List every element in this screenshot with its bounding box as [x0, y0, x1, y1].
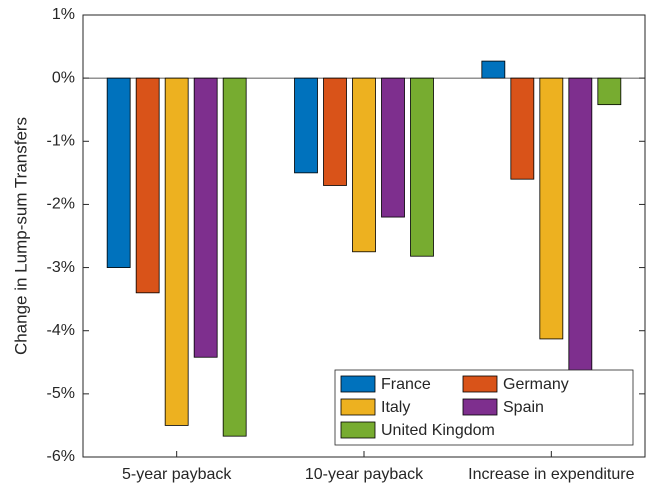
y-tick-label: -5% [47, 385, 75, 402]
y-tick-label: -6% [47, 448, 75, 465]
bar [164, 77, 189, 426]
legend-swatch [462, 375, 498, 393]
legend-swatch [340, 375, 376, 393]
axes-box [82, 14, 646, 458]
bar [193, 77, 218, 358]
legend-label: United Kingdom [381, 422, 495, 439]
bar [410, 77, 434, 257]
y-tick-label: -4% [47, 322, 75, 339]
y-tick-label: 1% [52, 6, 75, 23]
bar [135, 77, 160, 294]
y-tick-label: -1% [47, 133, 75, 150]
bar [539, 77, 564, 340]
legend-swatch [462, 398, 498, 416]
x-tick-label: Increase in expenditure [468, 466, 634, 483]
y-tick-label: 0% [52, 69, 75, 86]
x-tick-label: 5-year payback [122, 466, 232, 483]
y-tick-label: -3% [47, 259, 75, 276]
x-tick-label: 10-year payback [305, 466, 424, 483]
bar [222, 77, 247, 437]
bar [510, 77, 535, 180]
legend-swatch [340, 398, 376, 416]
legend-label: Germany [503, 376, 569, 393]
bar [323, 77, 347, 186]
y-axis-label: Change in Lump-sum Transfers [11, 117, 30, 355]
bar [568, 77, 593, 395]
legend-label: Italy [381, 399, 410, 416]
y-tick-label: -2% [47, 196, 75, 213]
bar [106, 77, 131, 268]
legend-label: Spain [503, 399, 544, 416]
bar [381, 77, 405, 218]
bar [481, 60, 506, 79]
legend-label: France [381, 376, 431, 393]
bar [294, 77, 318, 174]
bar [597, 77, 622, 106]
legend-swatch [340, 421, 376, 439]
bar [352, 77, 376, 253]
